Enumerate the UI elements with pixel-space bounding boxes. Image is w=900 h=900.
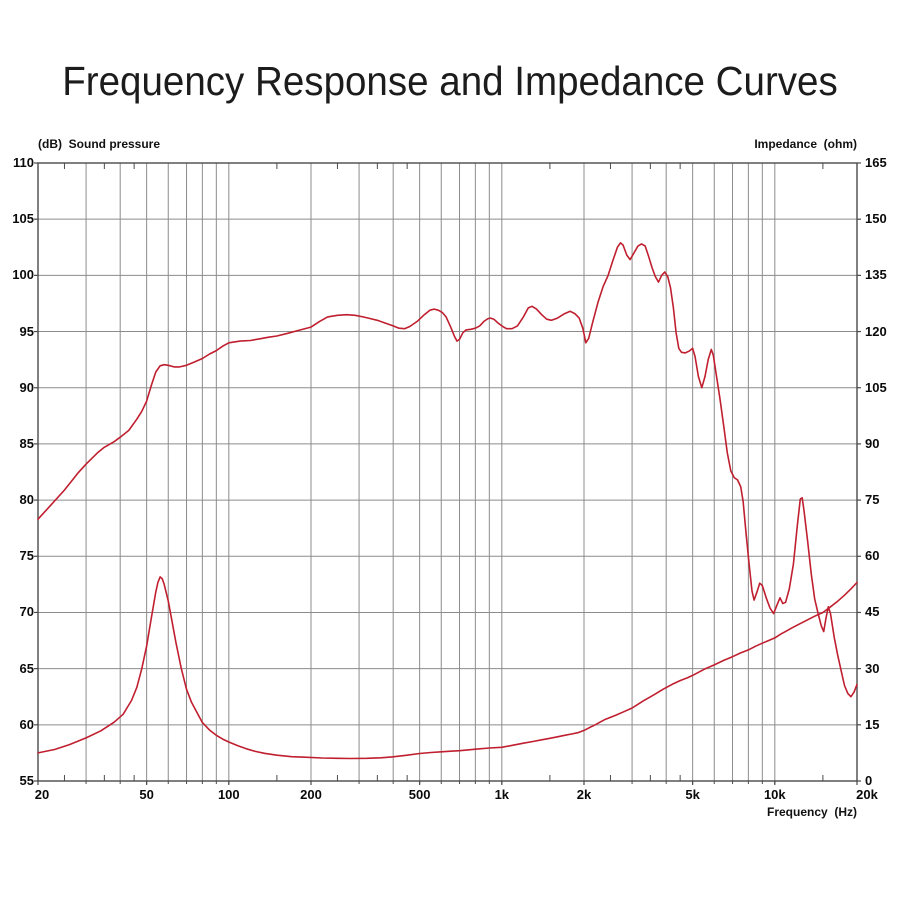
y-tick-label-right: 15 bbox=[865, 716, 880, 732]
y-tick-label-left: 65 bbox=[19, 660, 34, 676]
impedance-curve bbox=[37, 576, 858, 760]
y-tick-label-left: 55 bbox=[19, 773, 34, 788]
y-tick-label-right: 75 bbox=[865, 492, 880, 508]
y-tick-label-left: 80 bbox=[19, 492, 34, 508]
sound-pressure-response-curve bbox=[37, 242, 858, 698]
x-tick-label: 500 bbox=[408, 787, 431, 802]
y-tick-label-left: 85 bbox=[19, 435, 34, 451]
x-tick-label: 10k bbox=[763, 787, 786, 802]
y-tick-label-left: 95 bbox=[19, 323, 34, 339]
y-tick-label-right: 60 bbox=[865, 548, 880, 564]
y-tick-label-left: 60 bbox=[19, 716, 34, 732]
y-tick-label-right: 120 bbox=[865, 323, 887, 339]
y-tick-label-right: 150 bbox=[865, 211, 887, 227]
x-tick-label: 1k bbox=[494, 787, 510, 802]
plot-border bbox=[37, 162, 858, 782]
y-tick-label-right: 105 bbox=[865, 379, 887, 395]
right-axis-title: Impedance (ohm) bbox=[754, 137, 857, 151]
x-tick-label: 100 bbox=[217, 787, 240, 802]
y-tick-label-right: 165 bbox=[865, 155, 887, 170]
x-axis-title: Frequency (Hz) bbox=[766, 805, 857, 819]
y-tick-label-right: 135 bbox=[865, 267, 887, 283]
x-tick-label: 50 bbox=[139, 787, 154, 802]
x-tick-label: 2k bbox=[576, 787, 592, 802]
y-tick-label-right: 90 bbox=[865, 435, 880, 451]
left-axis-title: (dB) Sound pressure bbox=[38, 137, 161, 151]
y-tick-label-right: 0 bbox=[865, 773, 873, 788]
y-tick-label-left: 70 bbox=[19, 604, 34, 620]
chart-title: Frequency Response and Impedance Curves bbox=[62, 58, 838, 104]
y-tick-label-left: 90 bbox=[19, 379, 34, 395]
x-tick-label: 5k bbox=[685, 787, 700, 802]
y-tick-label-left: 110 bbox=[13, 155, 34, 170]
y-tick-label-right: 45 bbox=[865, 604, 880, 620]
x-tick-label: 200 bbox=[300, 787, 322, 802]
y-tick-label-right: 30 bbox=[865, 660, 880, 676]
y-tick-label-left: 105 bbox=[12, 211, 34, 227]
y-tick-label-left: 75 bbox=[19, 548, 34, 564]
y-tick-label-left: 100 bbox=[12, 267, 34, 283]
x-tick-label: 20 bbox=[34, 787, 50, 802]
x-tick-label: 20k bbox=[856, 787, 878, 802]
